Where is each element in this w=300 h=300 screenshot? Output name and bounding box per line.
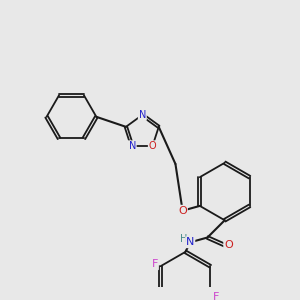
Text: F: F [152, 259, 158, 269]
Text: N: N [139, 110, 146, 120]
Text: N: N [186, 237, 194, 247]
Text: F: F [213, 292, 219, 300]
Text: O: O [149, 141, 156, 151]
Text: N: N [128, 141, 136, 151]
Text: O: O [178, 206, 187, 216]
Text: O: O [224, 240, 233, 250]
Text: H: H [180, 234, 187, 244]
